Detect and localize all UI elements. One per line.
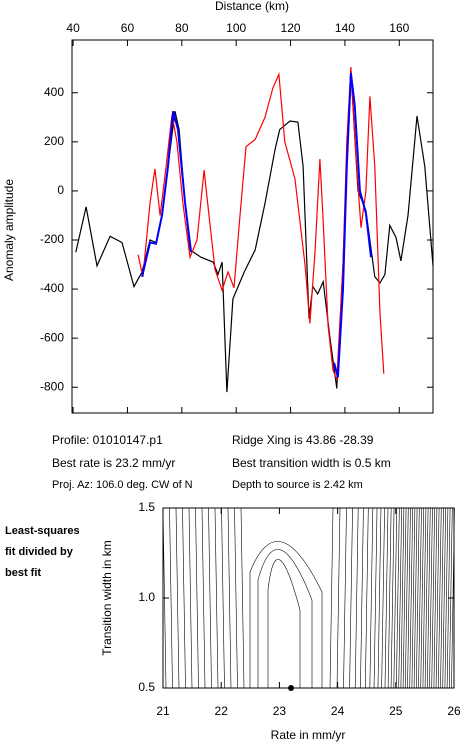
annotation: Proj. Az: 106.0 deg. CW of N <box>52 479 193 491</box>
contour-line <box>384 507 389 689</box>
contour-line <box>398 507 402 689</box>
contour-line <box>169 507 173 689</box>
y-axis-title: Anomaly amplitude <box>2 179 16 281</box>
contour-line <box>214 507 219 689</box>
x-tick-label: 120 <box>281 21 301 35</box>
contour-line <box>175 507 180 689</box>
contour-line <box>433 507 438 689</box>
contour-line <box>396 507 400 689</box>
side-label: fit divided by <box>5 546 74 558</box>
contour-line <box>429 507 433 689</box>
y-tick-label: 200 <box>44 134 64 148</box>
contour-line <box>444 507 449 689</box>
x-tick-label: 80 <box>175 21 189 35</box>
annotation: Profile: 01010147.p1 <box>52 433 163 447</box>
contour-line <box>329 507 334 689</box>
x-tick-label: 40 <box>66 21 80 35</box>
contour-line <box>201 507 206 689</box>
y-tick-label: -400 <box>40 281 64 295</box>
x-tick-label: 100 <box>226 21 246 35</box>
y-tick-label: 0 <box>57 183 64 197</box>
y-tick-label: -800 <box>40 379 64 393</box>
contour-line <box>369 507 374 689</box>
annotation: Ridge Xing is 43.86 -28.39 <box>232 433 374 447</box>
contour-line <box>420 507 424 689</box>
contour-line <box>208 507 212 689</box>
contour-line <box>402 507 407 689</box>
x-tick-label: 160 <box>389 21 409 35</box>
contour-line <box>424 507 429 689</box>
x-axis-title: Rate in mm/yr <box>271 728 346 742</box>
x-tick-label: 26 <box>447 704 461 718</box>
contour-line <box>415 507 420 689</box>
x-tick-label: 23 <box>273 704 287 718</box>
contour-line <box>381 507 385 689</box>
contour-line <box>437 507 442 689</box>
contour-line <box>411 507 416 689</box>
contour-line <box>422 507 427 689</box>
contour-line <box>365 507 369 689</box>
contour-line <box>435 507 440 689</box>
contour-line <box>349 507 353 689</box>
contour-line <box>227 507 232 689</box>
plot-frame <box>71 39 434 414</box>
contour-line <box>440 507 444 689</box>
contour-line <box>407 507 411 689</box>
contour-line <box>360 507 364 689</box>
contour-line <box>418 507 422 689</box>
series-line <box>75 70 434 393</box>
contour-line <box>188 507 193 689</box>
y-tick-label: 400 <box>44 85 64 99</box>
contour-line <box>431 507 435 689</box>
contour-line <box>387 507 392 689</box>
contour-line <box>354 507 359 689</box>
contour-line <box>442 507 446 689</box>
side-label: Least-squares <box>5 525 80 537</box>
contour-line <box>377 507 382 689</box>
contour-line <box>234 507 238 689</box>
contour-line <box>343 507 347 689</box>
contour-line <box>240 507 245 689</box>
contour-line <box>195 507 199 689</box>
series-line <box>141 72 372 378</box>
y-tick-label: 1.5 <box>138 500 155 514</box>
x-tick-label: 21 <box>156 704 170 718</box>
contour-line <box>426 507 431 689</box>
side-label: best fit <box>5 567 41 579</box>
contour-line <box>257 549 313 688</box>
contour-line <box>249 541 323 688</box>
contour-line <box>182 507 186 689</box>
y-tick-label: -600 <box>40 330 64 344</box>
contour-line <box>404 507 409 689</box>
series-line <box>137 66 385 381</box>
contour-line <box>409 507 413 689</box>
annotation: Depth to source is 2.42 km <box>232 479 363 491</box>
contour-line <box>390 507 395 689</box>
contour-line <box>221 507 225 689</box>
annotation: Best rate is 23.2 mm/yr <box>52 456 175 470</box>
contour-line <box>393 507 398 689</box>
x-tick-label: 140 <box>335 21 355 35</box>
y-tick-label: -200 <box>40 232 64 246</box>
x-tick-label: 60 <box>121 21 135 35</box>
y-tick-label: 0.5 <box>138 680 155 694</box>
annotation: Best transition width is 0.5 km <box>232 456 391 470</box>
contour-line <box>336 507 341 689</box>
y-axis-title: Transition width in km <box>100 540 114 656</box>
x-tick-label: 22 <box>215 704 229 718</box>
contour-line <box>400 507 405 689</box>
contour-line <box>413 507 418 689</box>
x-tick-label: 25 <box>389 704 403 718</box>
y-tick-label: 1.0 <box>138 590 155 604</box>
x-axis-title: Distance (km) <box>215 0 289 13</box>
contour-line <box>373 507 378 689</box>
contour-line <box>267 559 301 688</box>
x-tick-label: 24 <box>331 704 345 718</box>
